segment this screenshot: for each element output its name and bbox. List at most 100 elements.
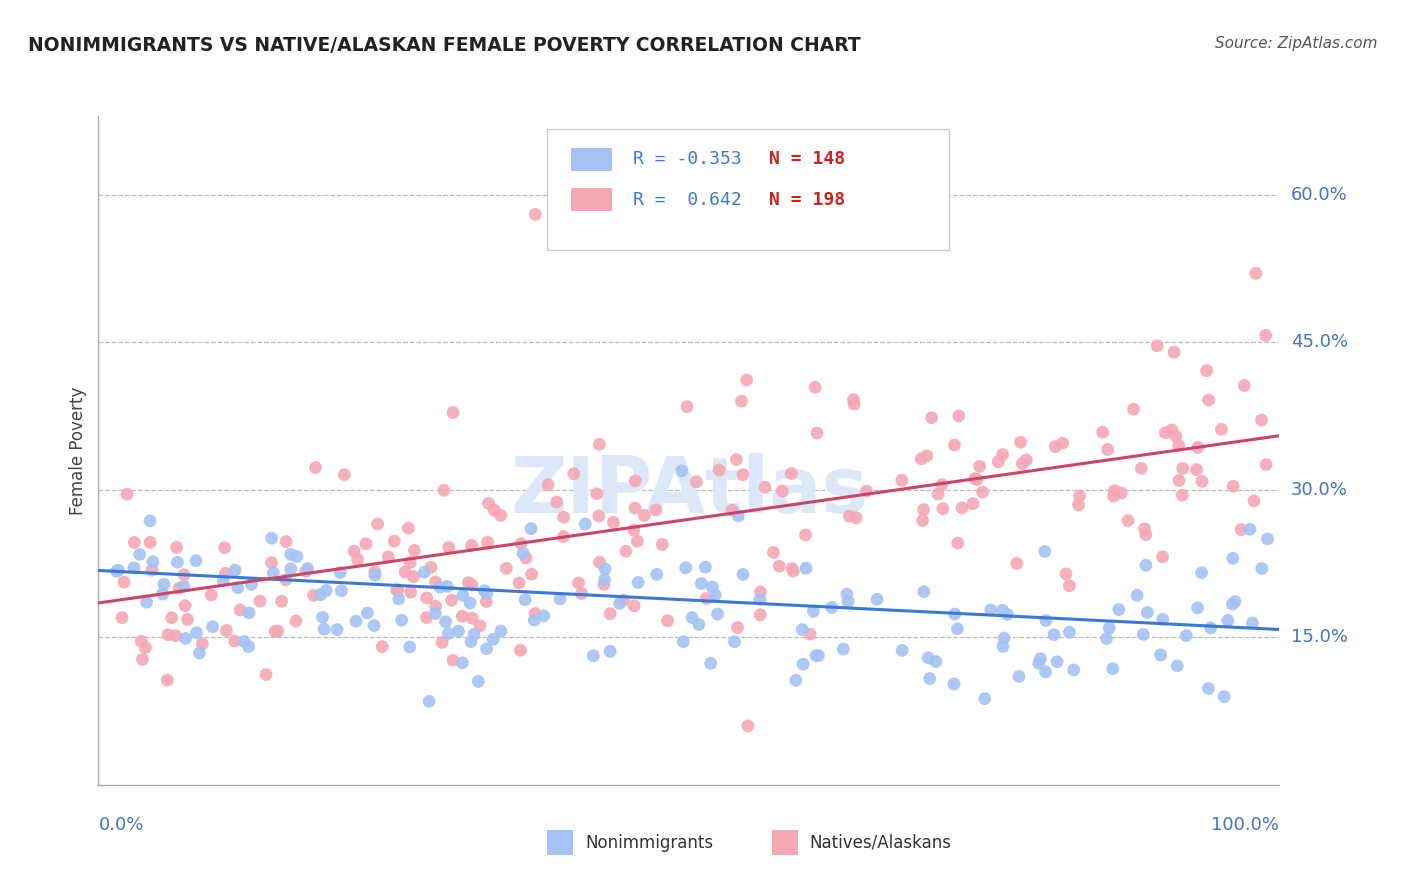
Point bbox=[1095, 632, 1118, 646]
Point bbox=[419, 560, 441, 574]
Point bbox=[582, 648, 605, 663]
Point bbox=[991, 603, 1014, 617]
Point bbox=[415, 591, 437, 605]
Point bbox=[1146, 339, 1168, 353]
Point bbox=[174, 632, 197, 646]
Point bbox=[567, 576, 589, 591]
Point bbox=[1033, 544, 1056, 558]
Point bbox=[950, 500, 973, 515]
Text: 15.0%: 15.0% bbox=[1291, 628, 1347, 647]
Point bbox=[509, 643, 531, 657]
Point bbox=[425, 574, 447, 589]
Point bbox=[932, 501, 955, 516]
Point bbox=[387, 582, 409, 597]
Point bbox=[1222, 597, 1244, 611]
Point bbox=[562, 467, 585, 481]
Point bbox=[1122, 402, 1144, 417]
Point bbox=[792, 657, 814, 672]
Point bbox=[799, 627, 821, 641]
Point bbox=[762, 545, 785, 559]
Point bbox=[891, 643, 914, 657]
Point bbox=[1250, 561, 1272, 575]
Point bbox=[309, 588, 332, 602]
Point bbox=[966, 473, 988, 487]
Point bbox=[845, 511, 868, 525]
Point bbox=[1213, 690, 1236, 704]
Point bbox=[623, 599, 645, 613]
Point bbox=[727, 620, 749, 634]
Point bbox=[1254, 328, 1277, 343]
Point bbox=[780, 561, 803, 575]
Point bbox=[1198, 681, 1220, 696]
Point bbox=[1052, 436, 1074, 450]
Point bbox=[333, 467, 356, 482]
Point bbox=[520, 522, 543, 536]
Text: R =  0.642: R = 0.642 bbox=[634, 191, 742, 209]
Point bbox=[943, 607, 966, 621]
Point bbox=[451, 609, 474, 624]
Point bbox=[489, 624, 512, 638]
Point bbox=[612, 593, 634, 607]
Point bbox=[1250, 413, 1272, 427]
Point bbox=[599, 607, 621, 621]
Point bbox=[356, 606, 378, 620]
Point bbox=[523, 613, 546, 627]
Point bbox=[962, 497, 984, 511]
Point bbox=[912, 584, 935, 599]
Point bbox=[1043, 628, 1066, 642]
Point bbox=[233, 634, 256, 648]
Point bbox=[186, 625, 208, 640]
Point bbox=[295, 564, 318, 578]
Point bbox=[585, 487, 607, 501]
Point bbox=[571, 586, 593, 600]
Point bbox=[1097, 442, 1119, 457]
Point bbox=[229, 603, 252, 617]
Point bbox=[434, 615, 457, 629]
Point bbox=[174, 599, 197, 613]
Point bbox=[173, 567, 195, 582]
Point bbox=[1257, 532, 1279, 546]
Point bbox=[1005, 557, 1028, 571]
Point bbox=[441, 405, 464, 419]
Point bbox=[1187, 600, 1209, 615]
Point bbox=[737, 719, 759, 733]
Point bbox=[706, 607, 728, 621]
Point bbox=[458, 596, 481, 610]
Point bbox=[735, 373, 758, 387]
Point bbox=[524, 207, 547, 221]
Point bbox=[676, 400, 699, 414]
Point bbox=[489, 508, 512, 523]
Point bbox=[270, 594, 292, 608]
Point bbox=[160, 611, 183, 625]
Point bbox=[388, 591, 411, 606]
Point bbox=[1028, 657, 1050, 671]
Point bbox=[837, 594, 859, 608]
Point bbox=[866, 592, 889, 607]
Point bbox=[224, 563, 246, 577]
Point bbox=[602, 516, 624, 530]
Point bbox=[326, 623, 349, 637]
Text: N = 198: N = 198 bbox=[769, 191, 845, 209]
Point bbox=[1164, 429, 1187, 443]
Point bbox=[1163, 345, 1185, 359]
Point bbox=[280, 547, 302, 561]
Point bbox=[115, 487, 138, 501]
Point bbox=[176, 612, 198, 626]
Point bbox=[475, 594, 498, 608]
Point bbox=[588, 555, 610, 569]
Point bbox=[537, 477, 560, 491]
Point bbox=[730, 394, 752, 409]
Point bbox=[254, 667, 277, 681]
Point bbox=[609, 596, 631, 610]
Point bbox=[690, 576, 713, 591]
Point bbox=[721, 503, 744, 517]
Point bbox=[614, 544, 637, 558]
Point bbox=[1091, 425, 1114, 440]
Point bbox=[1101, 662, 1123, 676]
Point bbox=[702, 580, 724, 594]
Point bbox=[804, 648, 827, 663]
Point bbox=[855, 484, 877, 499]
Point bbox=[651, 537, 673, 551]
Text: 60.0%: 60.0% bbox=[1291, 186, 1347, 203]
Point bbox=[1098, 621, 1121, 635]
